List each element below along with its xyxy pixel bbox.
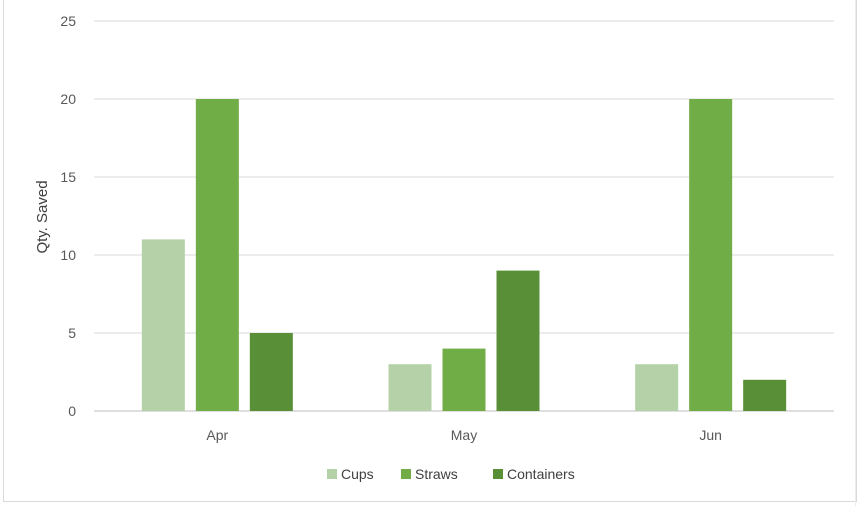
legend-label-cups: Cups [341,466,374,482]
x-axis-ticks: Apr May Jun [206,427,722,443]
legend: Cups Straws Containers [327,466,575,482]
legend-swatch-containers [493,469,503,479]
bar-containers-may [496,270,540,411]
bar-straws-jun [689,99,733,411]
x-tick-label: May [451,427,477,443]
x-tick-label: Jun [699,427,722,443]
bar-cups-apr [141,239,185,411]
legend-swatch-cups [327,469,337,479]
sheet-gridline [855,0,856,506]
bar-containers-jun [743,379,787,411]
y-tick-label: 15 [60,169,76,185]
bar-straws-apr [195,99,239,411]
bar-cups-jun [635,364,679,411]
legend-label-straws: Straws [415,466,458,482]
y-tick-label: 5 [68,325,76,341]
y-tick-label: 25 [60,13,76,29]
x-tick-label: Apr [206,427,228,443]
y-tick-label: 10 [60,247,76,263]
y-axis-label: Qty. Saved [34,180,51,253]
y-tick-label: 20 [60,91,76,107]
bars [141,99,787,411]
y-tick-label: 0 [68,403,76,419]
bar-straws-may [442,348,486,411]
bar-cups-may [388,364,432,411]
y-axis-ticks: 0 5 10 15 20 25 [60,13,76,419]
bar-containers-apr [249,333,293,411]
legend-swatch-straws [401,469,411,479]
legend-label-containers: Containers [507,466,575,482]
